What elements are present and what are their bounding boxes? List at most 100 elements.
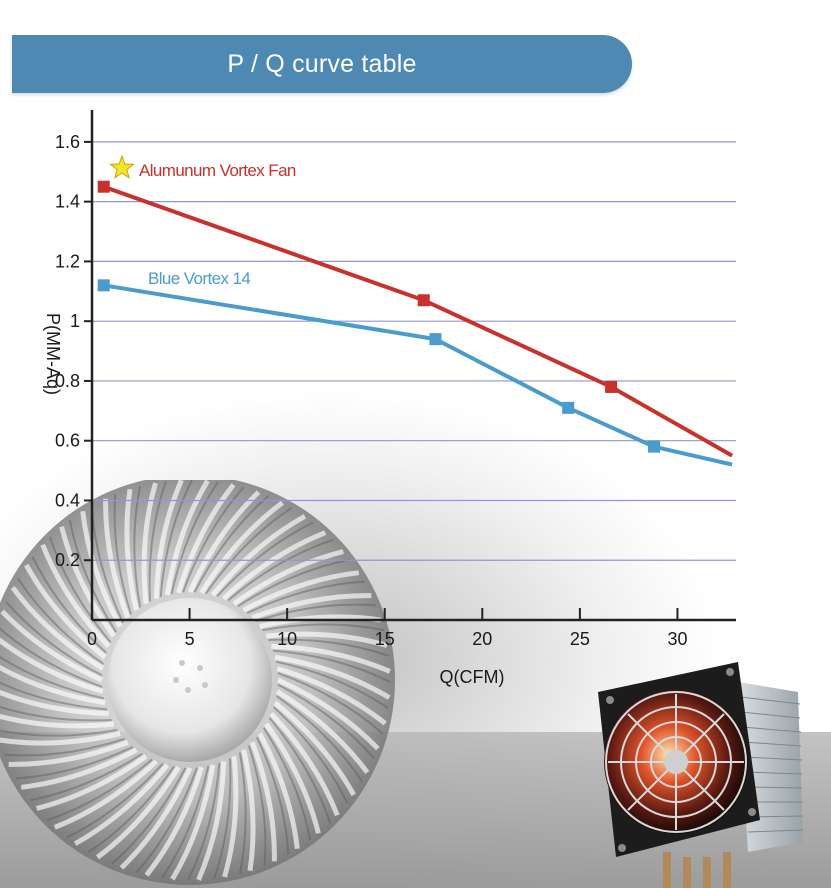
- turbine-blade: [241, 749, 256, 872]
- turbine-blade: [273, 700, 356, 797]
- turbine-blade: [232, 549, 344, 606]
- turbine-blade: [148, 481, 167, 602]
- turbine-blade: [15, 746, 134, 780]
- turbine-blade: [275, 689, 370, 775]
- turbine-blade: [153, 480, 184, 599]
- turbine-blade: [170, 481, 219, 595]
- turbine-blade: [277, 683, 375, 759]
- turbine-blade: [24, 563, 107, 660]
- turbine-blade: [237, 558, 351, 608]
- data-point-marker: [97, 180, 110, 193]
- turbine-blade: [144, 766, 204, 877]
- y-tick-label: 1.2: [55, 251, 80, 271]
- turbine-blade: [29, 752, 143, 802]
- turbine-fan-image: [0, 480, 395, 885]
- turbine-blade: [276, 677, 380, 751]
- x-tick-label: 10: [277, 629, 297, 649]
- turbine-blade: [187, 762, 221, 881]
- turbine-blade: [159, 480, 193, 598]
- y-axis-title: P(MM-Aq): [43, 313, 63, 395]
- turbine-blade: [0, 609, 104, 683]
- turbine-blade: [20, 747, 138, 790]
- series-label-blue-vortex-14: Blue Vortex 14: [148, 269, 250, 288]
- turbine-blade: [73, 763, 170, 846]
- turbine-blade: [161, 765, 210, 879]
- turbine-blade: [36, 754, 148, 811]
- turbine-blade: [242, 570, 360, 613]
- turbine-blade: [135, 767, 198, 874]
- y-tick-label: 0.2: [55, 550, 80, 570]
- turbine-blade: [238, 752, 247, 874]
- turbine-blade: [10, 585, 105, 671]
- turbine-blade: [251, 593, 372, 621]
- turbine-blade: [187, 490, 261, 594]
- turbine-blade: [205, 506, 293, 595]
- turbine-blade: [271, 643, 391, 674]
- turbine-blade: [227, 539, 334, 602]
- turbine-blade: [87, 765, 175, 854]
- turbine-blade: [111, 767, 187, 865]
- turbine-blade: [46, 758, 153, 821]
- turbine-blade: [95, 765, 181, 860]
- turbine-blade: [164, 480, 210, 596]
- y-tick-label: 1.6: [55, 132, 80, 152]
- turbine-blade: [0, 625, 103, 688]
- turbine-blade: [53, 759, 159, 830]
- data-point-marker: [605, 380, 618, 393]
- turbine-blade: [4, 737, 125, 757]
- turbine-blade: [5, 601, 103, 677]
- turbine-blade: [249, 741, 277, 862]
- turbine-blade: [272, 649, 391, 683]
- series-line-blue-vortex-14: [103, 283, 733, 467]
- data-point-marker: [648, 440, 661, 453]
- turbine-blade: [268, 638, 389, 657]
- turbine-blade: [193, 495, 269, 593]
- turbine-blade: [113, 494, 133, 615]
- chart-labels: 0.2 0.4 0.6 0.8 1 1.2 1.4 1.6 0 5 10 15 20 25 30 Q(CFM)…: [43, 132, 687, 687]
- turbine-blade: [0, 731, 121, 746]
- turbine-blade: [247, 745, 267, 866]
- turbine-blade: [0, 713, 115, 729]
- turbine-blade: [0, 703, 112, 722]
- turbine-blade: [182, 486, 245, 593]
- turbine-blade: [262, 727, 312, 841]
- turbine-blade: [275, 695, 364, 783]
- data-point-marker: [417, 294, 430, 307]
- turbine-blade: [66, 763, 164, 839]
- turbine-blade: [133, 486, 142, 608]
- turbine-blade: [0, 664, 106, 706]
- turbine-blade: [210, 514, 307, 597]
- turbine-blade: [259, 614, 382, 629]
- data-point-marker: [429, 333, 442, 346]
- x-tick-label: 5: [185, 629, 195, 649]
- turbine-blade: [0, 651, 105, 700]
- y-tick-label: 1: [70, 311, 80, 331]
- turbine-blade: [124, 488, 139, 611]
- turbine-blade: [49, 536, 112, 643]
- turbine-blade: [80, 510, 123, 628]
- turbine-blade: [268, 717, 331, 824]
- data-point-marker: [562, 401, 575, 414]
- grid-lines: [92, 141, 736, 561]
- turbine-blade: [0, 689, 109, 717]
- turbine-blade: [277, 672, 384, 735]
- turbine-blade: [119, 766, 193, 870]
- y-tick-label: 1.4: [55, 192, 80, 212]
- turbine-blade: [273, 706, 349, 804]
- x-tick-label: 15: [375, 629, 395, 649]
- title-banner: P / Q curve table: [12, 35, 632, 93]
- cpu-cooler-image: [598, 662, 804, 888]
- turbine-blade: [269, 711, 340, 817]
- turbine-blade: [216, 521, 314, 597]
- y-tick-label: 0.8: [55, 371, 80, 391]
- turbine-blade: [275, 660, 389, 709]
- chart-title: P / Q curve table: [227, 50, 417, 78]
- turbine-blade: [0, 677, 108, 711]
- data-point-marker: [97, 279, 110, 292]
- x-tick-label: 20: [472, 629, 492, 649]
- turbine-blade: [274, 654, 391, 700]
- star-icon: [109, 154, 135, 179]
- turbine-blade: [265, 631, 388, 648]
